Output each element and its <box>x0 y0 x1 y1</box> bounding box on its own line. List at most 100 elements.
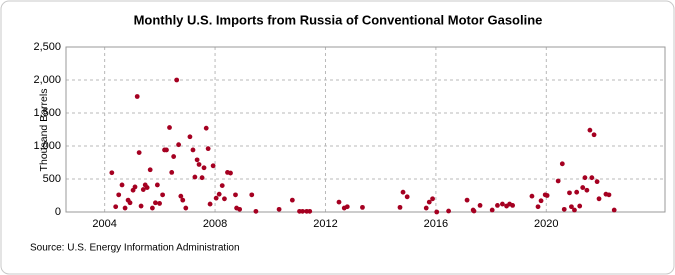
point <box>580 185 586 190</box>
point <box>167 125 172 130</box>
point <box>213 195 219 201</box>
y-tick-label: 2,000 <box>33 74 61 86</box>
point <box>587 127 593 133</box>
point <box>178 193 184 199</box>
point <box>196 162 202 167</box>
point <box>276 206 282 212</box>
point <box>113 204 119 210</box>
chart-title: Monthly U.S. Imports from Russia of Conv… <box>134 12 543 27</box>
point <box>205 146 211 152</box>
point <box>192 174 198 180</box>
y-tick-label: 500 <box>43 173 61 185</box>
point <box>344 204 350 210</box>
point <box>582 175 588 181</box>
point <box>134 94 140 99</box>
point <box>249 192 255 198</box>
point <box>138 203 144 209</box>
point <box>169 170 175 175</box>
point <box>538 198 544 204</box>
point <box>606 192 612 198</box>
point <box>397 204 403 210</box>
point <box>300 208 305 214</box>
point <box>561 206 567 212</box>
point <box>535 204 541 210</box>
point <box>194 157 200 163</box>
x-tick-label: 2020 <box>534 218 558 230</box>
x-tick-label: 2016 <box>424 218 448 230</box>
point <box>109 170 115 176</box>
point <box>160 192 166 198</box>
x-tick-label: 2004 <box>92 218 116 230</box>
point <box>584 187 590 193</box>
point <box>489 207 495 213</box>
y-tick-label: 0 <box>55 206 61 218</box>
point <box>360 204 365 210</box>
y-axis-label: Thousand Barrels <box>38 89 50 172</box>
y-tick-label: 1,500 <box>33 107 61 119</box>
point <box>183 205 189 211</box>
point <box>154 182 160 188</box>
point <box>544 193 550 198</box>
point <box>199 175 205 181</box>
point <box>430 196 435 202</box>
point <box>132 184 138 190</box>
point <box>153 200 158 206</box>
point <box>122 205 128 211</box>
point <box>253 208 259 214</box>
point <box>559 161 565 167</box>
point <box>203 125 209 131</box>
point <box>219 183 225 189</box>
x-tick-label: 2012 <box>313 218 337 230</box>
point <box>574 189 580 195</box>
point <box>136 150 142 156</box>
point <box>500 201 505 207</box>
point <box>336 199 342 205</box>
point <box>147 167 153 173</box>
point <box>510 203 516 208</box>
point <box>187 134 193 140</box>
point <box>164 147 169 153</box>
point <box>140 187 146 192</box>
point <box>174 77 180 83</box>
y-tick-label: 1,000 <box>33 140 61 152</box>
point <box>289 197 295 203</box>
point <box>495 203 500 208</box>
point <box>144 185 150 190</box>
y-tick-label: 2,500 <box>33 41 61 53</box>
point <box>572 207 577 213</box>
point <box>596 196 602 202</box>
x-tick-label: 2008 <box>203 218 227 230</box>
point <box>201 165 207 171</box>
point <box>404 194 410 200</box>
point <box>228 170 233 176</box>
point <box>423 205 429 211</box>
point <box>119 182 125 188</box>
point <box>577 203 583 209</box>
point <box>237 206 243 212</box>
point <box>176 142 182 148</box>
point <box>529 193 535 199</box>
point <box>611 207 617 213</box>
point <box>471 208 477 214</box>
point <box>180 197 186 203</box>
point <box>589 175 595 181</box>
point <box>116 192 122 198</box>
point <box>149 205 155 211</box>
point <box>157 201 162 206</box>
point <box>216 191 222 197</box>
point <box>171 154 177 159</box>
point <box>464 197 470 203</box>
point <box>207 201 213 207</box>
point <box>190 147 196 153</box>
point <box>446 208 451 214</box>
point <box>477 203 483 208</box>
point <box>307 208 313 214</box>
point <box>233 192 238 198</box>
point <box>594 179 600 185</box>
point <box>127 200 133 206</box>
point <box>567 190 572 196</box>
plot-border <box>65 46 666 213</box>
point <box>222 196 227 202</box>
source-note: Source: U.S. Energy Information Administ… <box>30 243 240 254</box>
